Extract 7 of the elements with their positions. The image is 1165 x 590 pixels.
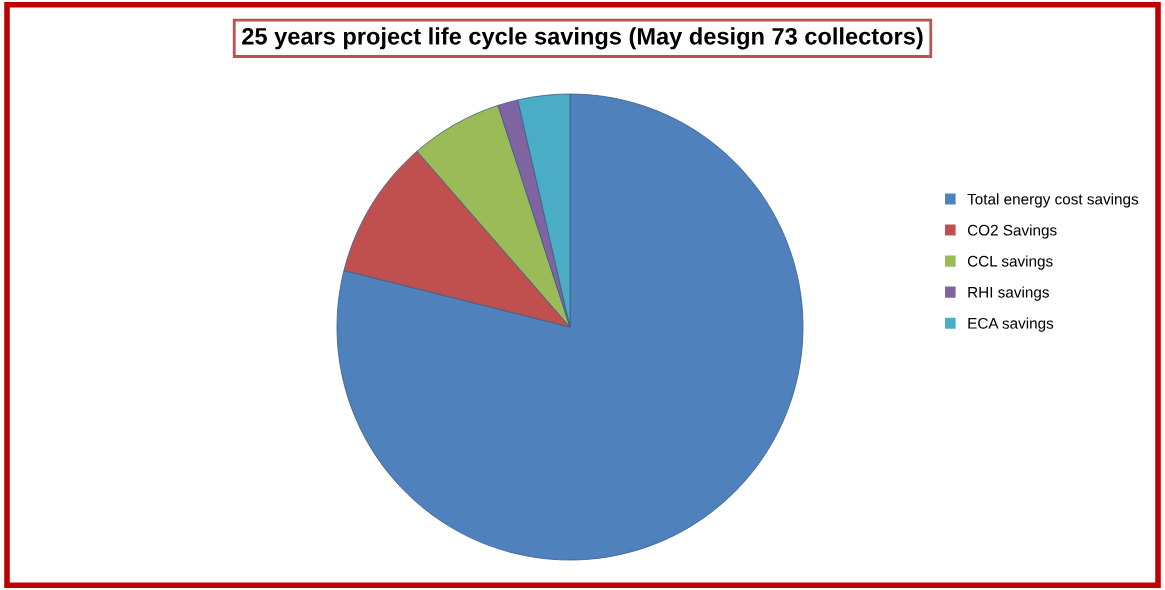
legend-label: CCL savings [967,255,1053,270]
legend-label: Total energy cost savings [967,193,1139,208]
pie-slice [336,93,804,561]
legend-label: RHI savings [968,286,1049,301]
legend-label: ECA savings [968,317,1054,332]
legend-label: CO2 Savings [967,224,1057,239]
chart-title: 25 years project life cycle savings (May design 73 collectors) [242,27,923,50]
